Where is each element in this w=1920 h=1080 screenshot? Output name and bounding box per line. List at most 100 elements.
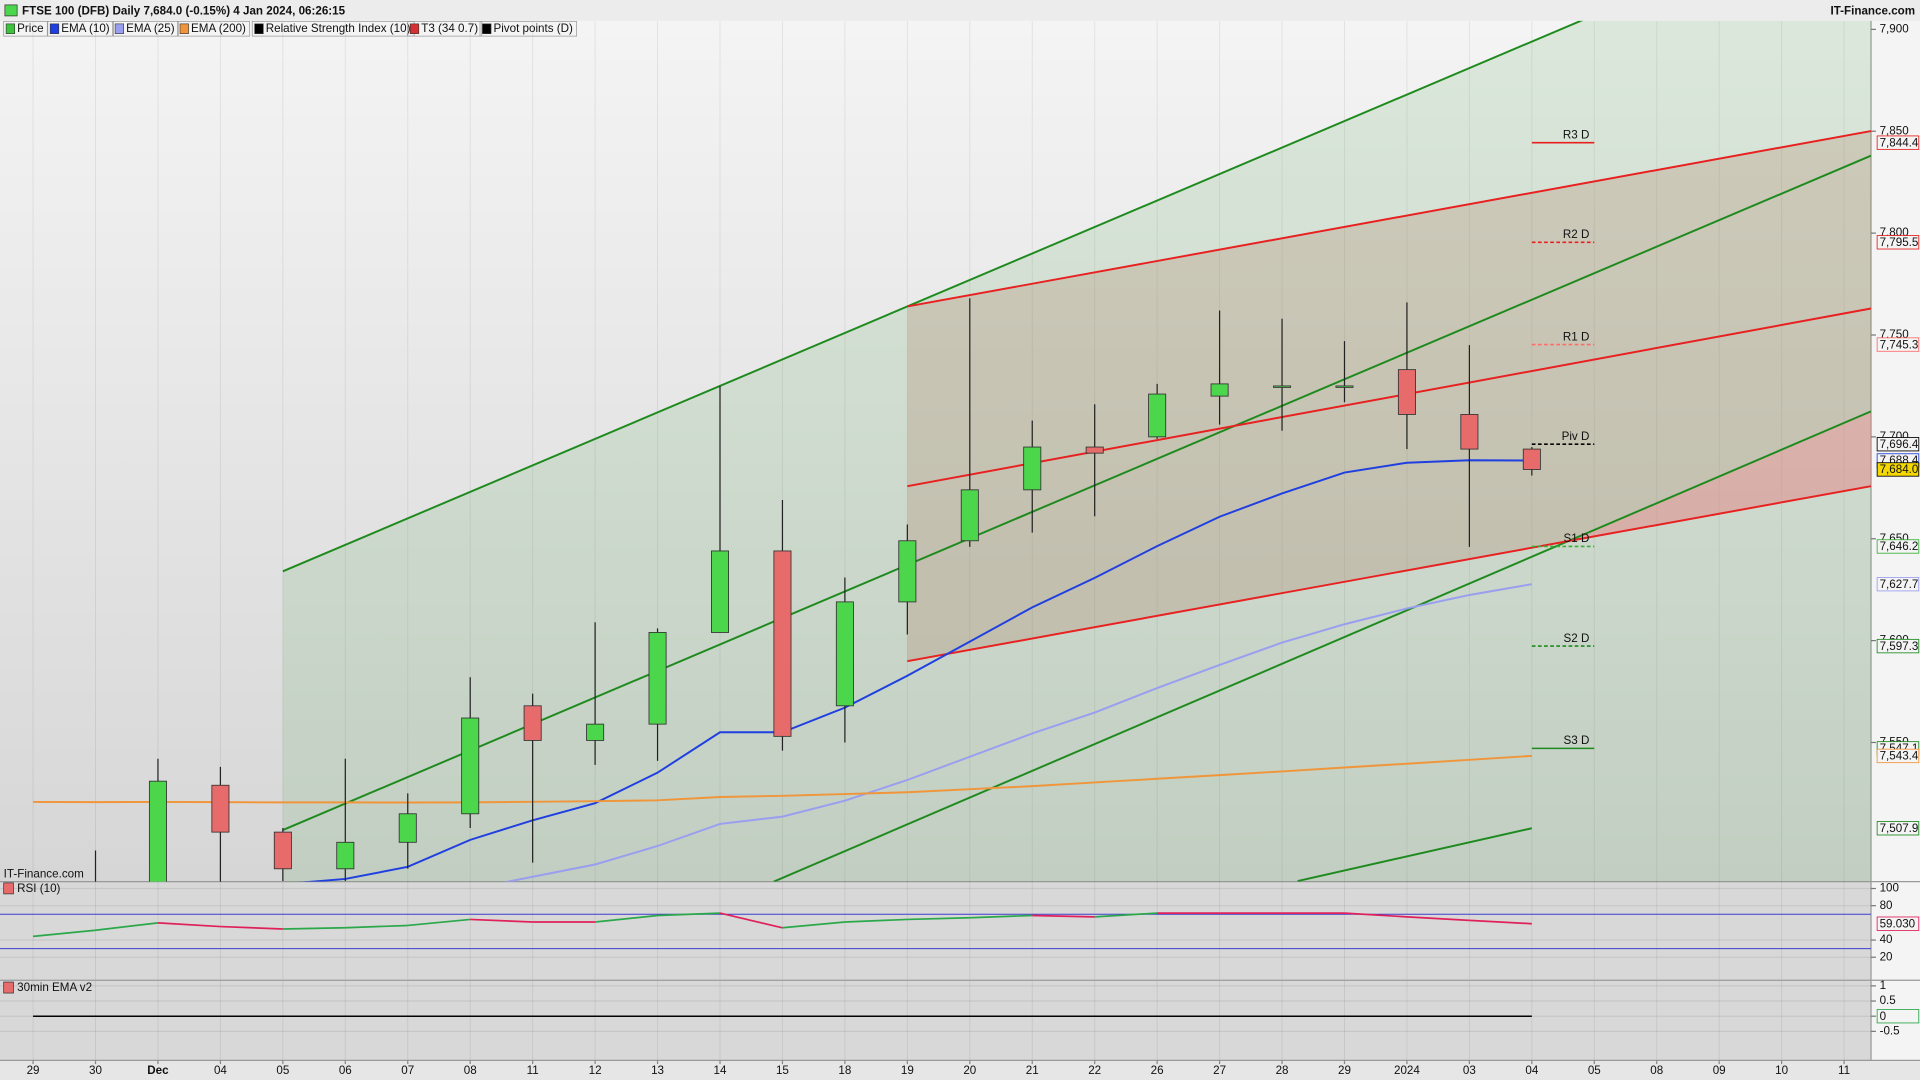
- ema-box: [1876, 577, 1920, 592]
- rsi-legend: RSI (10): [17, 882, 60, 895]
- rsi-segment: [595, 914, 658, 923]
- pivot-box: [1876, 437, 1920, 452]
- legend-label: Price: [17, 22, 44, 35]
- rsi-segment: [407, 918, 471, 927]
- rsi-plot: [0, 881, 1872, 980]
- x-tick-label: 15: [776, 1064, 789, 1077]
- pivot-name: R3 D: [1563, 128, 1590, 141]
- x-tick-label: 04: [214, 1064, 227, 1077]
- legend-label: EMA (25): [126, 22, 175, 35]
- rsi-segment: [1469, 919, 1532, 925]
- ema-label: 7,543.4: [1880, 750, 1919, 763]
- brand: IT-Finance.com: [1830, 5, 1915, 18]
- price-label: 7,684.0: [1880, 463, 1919, 476]
- x-tick-label: 14: [714, 1064, 727, 1077]
- x-tick-label: 13: [651, 1064, 664, 1077]
- trend-line: [907, 307, 1872, 488]
- ema-icon: [3, 981, 14, 994]
- ema-pane: [0, 980, 1872, 1061]
- x-tick-label: 10: [1775, 1064, 1788, 1077]
- candle-body: [1397, 369, 1416, 415]
- x-tick-label: 05: [1588, 1064, 1601, 1077]
- legend-frame: [112, 21, 179, 37]
- pivot-label: 7,745.3: [1880, 338, 1919, 351]
- x-tick-label: 05: [276, 1064, 289, 1077]
- chart-title: FTSE 100 (DFB) Daily 7,684.0 (-0.15%) 4 …: [22, 5, 346, 18]
- rsi-segment: [1032, 914, 1095, 918]
- trend-line: [773, 410, 1872, 882]
- legend-swatch: [254, 23, 264, 34]
- y-tick-label: 0.5: [1880, 994, 1896, 1007]
- indicator-label: 0: [1880, 1010, 1887, 1023]
- trend-line: [907, 130, 1872, 308]
- x-tick-label: 30: [89, 1064, 102, 1077]
- rsi-segment: [470, 918, 533, 923]
- candle-body: [1273, 385, 1292, 388]
- price-box: [1876, 462, 1920, 477]
- y-tick-label: 100: [1880, 882, 1900, 895]
- ema-box: [1876, 748, 1920, 764]
- ema-line: [300, 459, 1532, 882]
- pivot-label: 7,696.4: [1880, 438, 1919, 451]
- candle-body: [1085, 446, 1104, 454]
- candle-body: [336, 841, 355, 870]
- rsi-segment: [844, 918, 908, 923]
- x-tick-label: 04: [1525, 1064, 1538, 1077]
- legend-swatch: [114, 23, 124, 34]
- trend-line: [282, 20, 1584, 573]
- candle-body: [1148, 393, 1167, 438]
- pivot-name: Piv D: [1562, 430, 1590, 443]
- rsi-segment: [907, 916, 970, 921]
- legend-frame: [47, 21, 114, 37]
- rsi-segment: [969, 914, 1033, 919]
- x-tick-label: 21: [1026, 1064, 1039, 1077]
- trend-label: 7,507.9: [1880, 822, 1919, 835]
- candle-body: [648, 632, 667, 725]
- x-tick-label: 28: [1276, 1064, 1289, 1077]
- title-icon: [4, 4, 18, 17]
- pivot-label: 7,646.2: [1880, 540, 1919, 553]
- ema-plot: [0, 980, 1872, 1061]
- candle-body: [1335, 385, 1354, 388]
- rsi-segment: [1406, 916, 1470, 922]
- x-tick-label: 08: [464, 1064, 477, 1077]
- legend-frame: [407, 21, 483, 37]
- indicator-box: [1876, 916, 1920, 931]
- pivot-box: [1876, 235, 1920, 250]
- candle-body: [773, 550, 792, 737]
- x-tick-label: 12: [589, 1064, 602, 1077]
- candle-body: [898, 540, 917, 603]
- pivot-box: [1876, 135, 1920, 150]
- x-tick-label: 20: [963, 1064, 976, 1077]
- y-tick-label: 1: [1880, 979, 1886, 992]
- rsi-segment: [157, 922, 221, 928]
- pivot-label: 7,597.3: [1880, 640, 1919, 653]
- rsi-segment: [220, 925, 283, 930]
- trend-line: [907, 485, 1872, 663]
- channel-fill: [282, 20, 1872, 882]
- pivot-name: S1 D: [1564, 532, 1590, 545]
- legend-frame: [3, 21, 48, 37]
- ema-line: [503, 583, 1533, 882]
- x-tick-label: 29: [27, 1064, 40, 1077]
- pivot-box: [1876, 539, 1920, 554]
- x-tick-label: 2024: [1394, 1064, 1420, 1077]
- legend-label: T3 (34 0.7): [421, 22, 478, 35]
- price-pane: [0, 20, 1872, 882]
- legend-swatch: [49, 23, 60, 34]
- date-axis: [0, 1060, 1920, 1080]
- rsi-segment: [719, 912, 783, 929]
- y-tick-label: 7,850: [1880, 124, 1910, 137]
- legend-label: EMA (10): [61, 22, 110, 35]
- rsi-segment: [1094, 912, 1158, 918]
- x-tick-label: 26: [1151, 1064, 1164, 1077]
- legend-swatch: [409, 23, 420, 34]
- candle-body: [398, 813, 417, 843]
- legend-frame: [177, 21, 250, 37]
- pivot-box: [1876, 638, 1920, 654]
- x-tick-label: 11: [1838, 1064, 1850, 1077]
- pivot-label: 7,844.4: [1880, 136, 1919, 149]
- price-plot: [32, 20, 1872, 882]
- indicator-label: 59.030: [1880, 917, 1916, 930]
